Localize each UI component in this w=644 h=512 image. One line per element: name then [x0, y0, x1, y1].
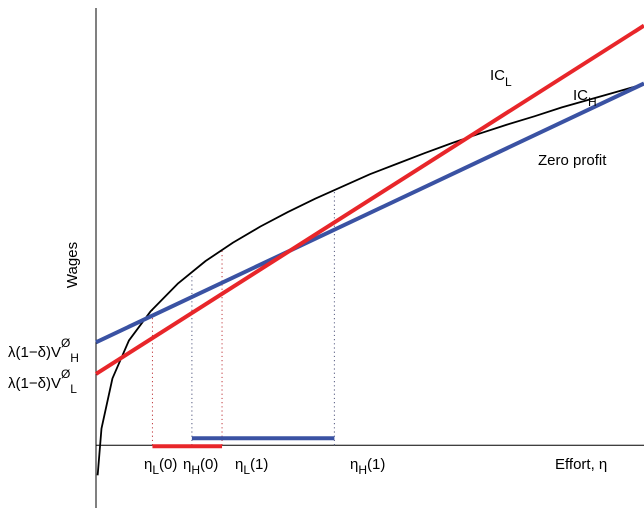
marker-label-h0: ηH(0) — [183, 456, 218, 477]
intercept-label-h: λ(1−δ)VØH — [8, 336, 79, 365]
axes — [95, 8, 644, 508]
dotted-guides — [151, 190, 335, 446]
series-label-zero-profit: Zero profit — [538, 152, 607, 169]
series-line-zero-profit — [96, 83, 644, 476]
marker-label-l0: ηL(0) — [144, 456, 177, 477]
effort-segments — [152, 436, 335, 449]
x-axis-label: Effort, η — [555, 456, 607, 473]
chart-labels: ηL(0) ηH(0) ηL(1) ηH(1) Effort, η Wages λ(1−δ)… — [8, 67, 607, 477]
series-line-ic-h — [95, 81, 644, 345]
y-axis-label: Wages — [64, 242, 81, 288]
marker-label-l1: ηL(1) — [235, 456, 268, 477]
series-label-ic-h: ICH — [573, 87, 597, 109]
marker-label-h1: ηH(1) — [350, 456, 385, 477]
series-lines — [94, 23, 644, 476]
series-line-ic-l — [94, 23, 644, 376]
series-label-ic-l: ICL — [490, 67, 512, 89]
intercept-label-l: λ(1−δ)VØL — [8, 367, 77, 396]
